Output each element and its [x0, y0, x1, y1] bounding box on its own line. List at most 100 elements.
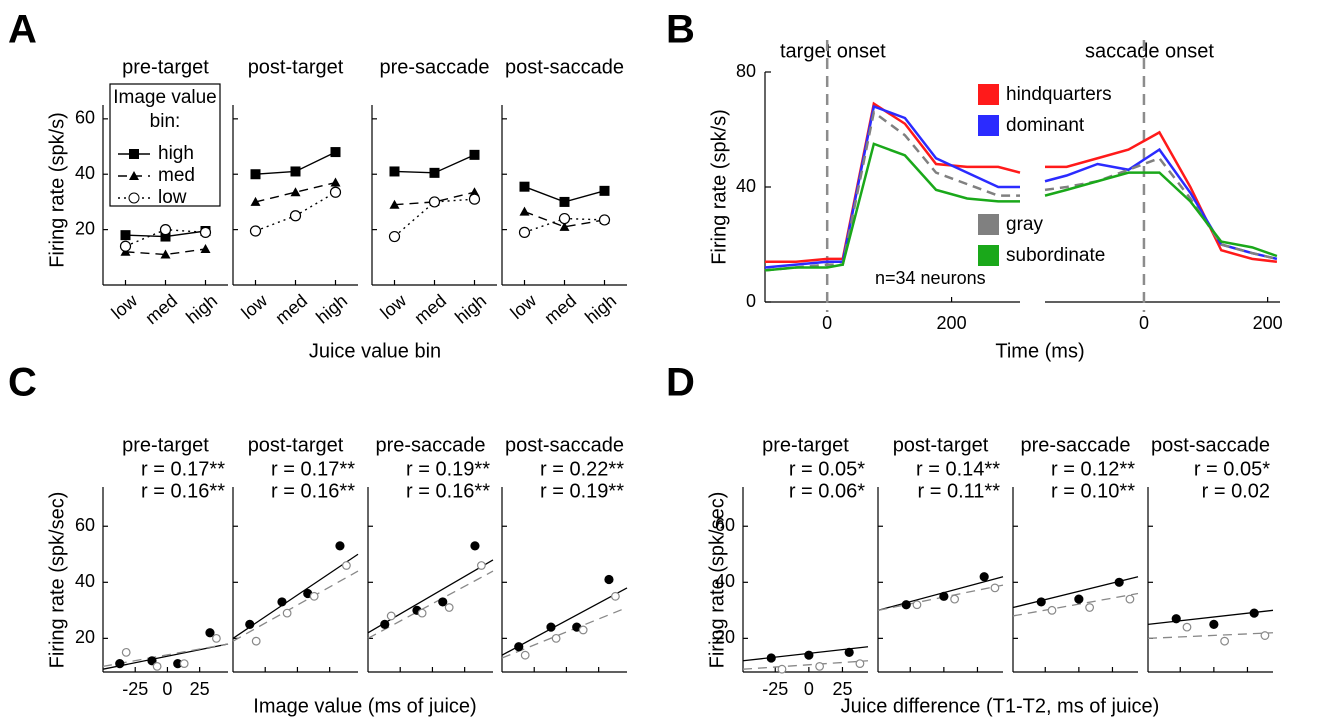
- legend-marker: [128, 192, 140, 204]
- point: [514, 642, 524, 652]
- point: [1171, 614, 1181, 624]
- x-tick-label: high: [182, 290, 221, 327]
- marker: [469, 187, 480, 197]
- legend-swatch: [978, 84, 999, 105]
- marker: [519, 206, 530, 216]
- point: [245, 619, 255, 629]
- marker: [250, 169, 261, 180]
- annotation: r = 0.05*: [1194, 458, 1270, 480]
- legend-label: subordinate: [1006, 245, 1105, 266]
- x-tick-label: med: [410, 290, 450, 328]
- marker: [558, 212, 571, 225]
- series-line: [255, 181, 336, 203]
- legend-swatch: [978, 115, 999, 136]
- x-tick-label: low: [108, 290, 142, 323]
- point: [115, 658, 125, 669]
- marker: [598, 214, 611, 226]
- annotation: r = 0.12**: [1051, 458, 1135, 480]
- annotation: n=34 neurons: [875, 268, 986, 288]
- marker: [119, 240, 132, 252]
- x-tick-label: 0: [822, 313, 832, 333]
- series-line: [1045, 130, 1278, 263]
- fit-line: [232, 570, 359, 642]
- y-axis-label: Firing rate (spk/sec): [46, 492, 68, 669]
- annotation: r = 0.16**: [141, 480, 225, 502]
- x-tick-label: 200: [1253, 313, 1283, 333]
- y-tick-label: 20: [75, 627, 95, 647]
- point: [1085, 603, 1095, 612]
- point: [1249, 608, 1259, 618]
- marker: [200, 244, 211, 253]
- point: [611, 591, 620, 601]
- point: [901, 600, 911, 610]
- legend-label: low: [158, 187, 187, 208]
- point: [804, 650, 814, 660]
- series-line: [394, 191, 475, 206]
- point: [939, 591, 949, 601]
- marker: [559, 196, 570, 207]
- point: [282, 608, 292, 618]
- marker: [290, 187, 301, 197]
- marker: [330, 147, 341, 158]
- y-axis-label: Firing rate (spk/s): [46, 112, 68, 268]
- legend-swatch: [978, 245, 999, 266]
- point: [520, 650, 530, 660]
- y-tick-label: 60: [715, 515, 735, 535]
- point: [912, 600, 922, 610]
- annotation: r = 0.11**: [918, 480, 1001, 502]
- subplot-title: pre-target: [122, 434, 209, 456]
- subplot-title: post-target: [248, 56, 344, 78]
- subplot-title: pre-target: [122, 56, 209, 78]
- point: [477, 561, 486, 570]
- point: [444, 603, 454, 612]
- point: [1260, 631, 1270, 640]
- annotation: r = 0.22**: [540, 458, 624, 480]
- legend-marker: [129, 149, 139, 159]
- marker: [330, 177, 341, 187]
- annotation: r = 0.17**: [141, 458, 225, 480]
- point: [380, 619, 390, 629]
- marker: [160, 231, 171, 242]
- x-tick-label: 25: [832, 679, 852, 699]
- legend-label: high: [158, 143, 194, 164]
- point: [212, 633, 221, 643]
- point: [1036, 597, 1046, 607]
- point: [1182, 622, 1192, 632]
- marker: [290, 166, 301, 177]
- x-tick-label: high: [581, 290, 620, 327]
- annotation: r = 0.05*: [789, 458, 865, 480]
- point: [546, 622, 556, 632]
- series-line: [764, 110, 1020, 272]
- x-tick-label: high: [451, 290, 490, 327]
- y-tick-label: 0: [746, 291, 756, 311]
- annotation: r = 0.16**: [271, 480, 355, 502]
- x-axis-label: Image value (ms of juice): [253, 695, 476, 717]
- x-axis-label: Juice value bin: [309, 340, 441, 362]
- panel-label: B: [666, 8, 695, 52]
- x-tick-label: low: [507, 290, 541, 323]
- marker: [428, 196, 441, 208]
- point: [342, 561, 351, 570]
- annotation: r = 0.19**: [540, 480, 624, 502]
- subplot-title: target onset: [780, 40, 886, 62]
- subplot-title: post-saccade: [1151, 434, 1270, 456]
- x-tick-label: 200: [937, 313, 967, 333]
- y-tick-label: 20: [75, 218, 95, 238]
- point: [950, 594, 960, 604]
- x-tick-label: low: [238, 290, 272, 323]
- y-tick-label: 80: [736, 61, 756, 81]
- y-tick-label: 20: [715, 627, 735, 647]
- marker: [250, 196, 261, 206]
- y-tick-label: 40: [75, 571, 95, 591]
- point: [1125, 594, 1135, 604]
- marker: [519, 181, 530, 192]
- subplot-title: pre-target: [762, 434, 849, 456]
- x-tick-label: low: [377, 290, 411, 323]
- point: [251, 636, 261, 646]
- series-line: [764, 142, 1020, 272]
- point: [147, 656, 157, 666]
- point: [979, 572, 989, 582]
- x-axis-label: Time (ms): [995, 340, 1084, 362]
- annotation: r = 0.06*: [789, 480, 865, 502]
